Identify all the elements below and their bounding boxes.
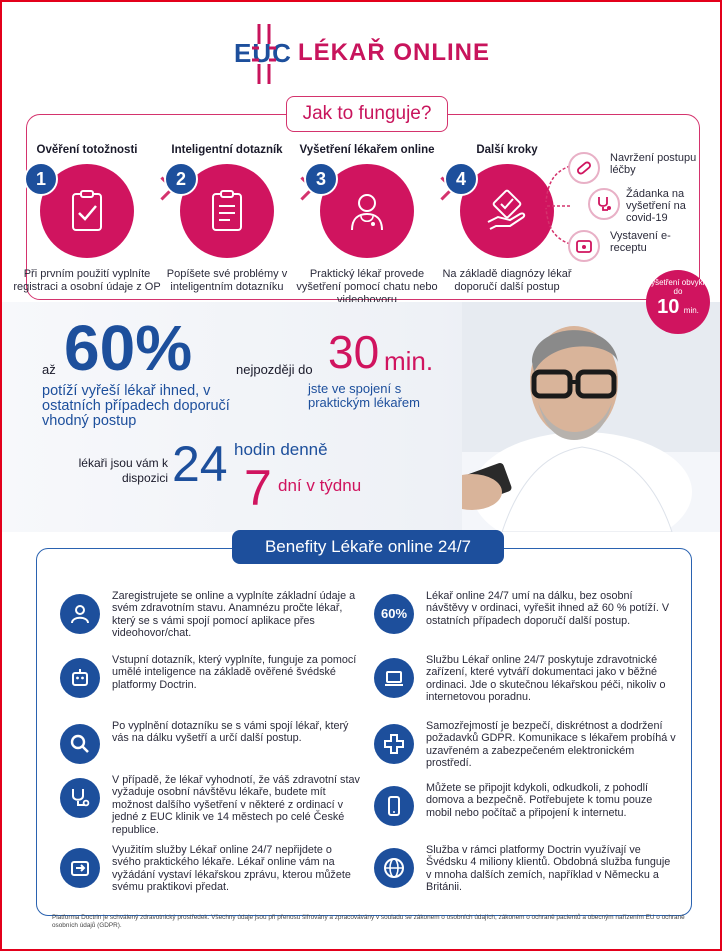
- benefit-item: Vstupní dotazník, který vyplníte, funguj…: [60, 654, 360, 714]
- step-title: Další kroky: [476, 144, 538, 156]
- badge-caption: vyšetření obvykle do: [647, 278, 709, 296]
- step-desc: Při prvním použití vyplníte registraci a…: [13, 268, 161, 293]
- time-badge: vyšetření obvykle do 10 min.: [646, 270, 710, 334]
- logo: EUC LÉKAŘ ONLINE: [234, 24, 504, 84]
- benefit-item: Služba v rámci platformy Doctrin využíva…: [374, 844, 674, 904]
- stat-prefix: až: [42, 362, 56, 377]
- percent-icon: 60%: [374, 594, 414, 634]
- side-dot: [568, 152, 600, 184]
- stat-value: 60%: [64, 312, 193, 384]
- step-title: Ověření totožnosti: [36, 144, 138, 156]
- stat-prefix: lékaři jsou vám k dispozici: [78, 456, 168, 485]
- prescription-icon: [576, 240, 592, 253]
- benefit-text: V případě, že lékař vyhodnotí, že váš zd…: [112, 774, 360, 836]
- benefit-item: Službu Lékař online 24/7 poskytuje zdrav…: [374, 654, 674, 714]
- benefit-icon: [374, 786, 414, 826]
- benefit-icon: [60, 778, 100, 818]
- step-2: Inteligentní dotazník 2 Popíšete své pro…: [152, 144, 302, 294]
- step-3: Vyšetření lékařem online 3 Praktický lék…: [292, 144, 442, 307]
- connector-lines: [545, 165, 571, 245]
- stat-unit: min.: [384, 346, 434, 376]
- how-title: Jak to funguje?: [286, 96, 448, 132]
- step-desc: Na základě diagnózy lékař doporučí další…: [442, 268, 572, 293]
- benefit-text: Využitím služby Lékař online 24/7 nepřij…: [112, 844, 351, 894]
- footnote: Platforma Doctrin je schválený zdravotni…: [52, 914, 685, 929]
- benefit-icon: [60, 724, 100, 764]
- stat-value: 30: [328, 326, 380, 378]
- stethoscope-icon: [598, 197, 611, 211]
- globe-icon: [384, 858, 404, 878]
- benefit-icon: [60, 658, 100, 698]
- hero-section: až 60% potíží vyřeší lékař ihned, v osta…: [2, 302, 720, 532]
- benefit-icon: [374, 658, 414, 698]
- hand-check-icon: [487, 189, 526, 230]
- pills-icon: [577, 161, 591, 175]
- step-title: Inteligentní dotazník: [171, 144, 283, 156]
- step-title: Vyšetření lékařem online: [299, 144, 435, 156]
- logo-cross-icon: [252, 24, 276, 84]
- step-1: Ověření totožnosti 1 Při prvním použití …: [12, 144, 162, 294]
- side-dot: [568, 230, 600, 262]
- benefit-item: Samozřejmostí je bezpečí, diskrétnost a …: [374, 720, 676, 780]
- logo-euc-text: EUC: [234, 38, 292, 68]
- step-desc: Popíšete své problémy v inteligentním do…: [166, 268, 288, 293]
- stat-value-7: 7: [244, 460, 272, 516]
- percent-label: 60%: [380, 606, 408, 621]
- stat-days: dní v týdnu: [278, 476, 362, 495]
- stat-text: jste ve spojení s praktickým lékařem: [308, 381, 420, 410]
- user-icon: [71, 605, 89, 624]
- medical-cross-icon: [384, 734, 404, 754]
- step-number: 4: [444, 162, 478, 196]
- benefit-text: Lékař online 24/7 umí na dálku, bez osob…: [426, 590, 670, 627]
- benefit-text: Můžete se připojit kdykoli, odkudkoli, z…: [426, 782, 653, 819]
- person-with-phone-image: [462, 302, 720, 532]
- badge-number: 10: [657, 296, 680, 318]
- stat-hours: hodin denně: [234, 440, 328, 459]
- phone-icon: [388, 796, 400, 816]
- step-4: Další kroky 4 Na základě diagnózy lékař …: [432, 144, 582, 294]
- laptop-icon: [385, 671, 403, 686]
- benefit-text: Zaregistrujete se online a vyplníte zákl…: [112, 590, 356, 640]
- side-dot: [588, 188, 620, 220]
- stat-text: potíží vyřeší lékař ihned, v ostatních p…: [42, 383, 230, 429]
- benefit-item: Zaregistrujete se online a vyplníte zákl…: [60, 590, 360, 650]
- step-circle: 4: [444, 162, 554, 258]
- benefit-item: Po vyplnění dotazníku se s vámi spojí lé…: [60, 720, 360, 780]
- magnifier-icon: [70, 734, 89, 753]
- step-circle: 1: [24, 162, 134, 258]
- benefit-text: Vstupní dotazník, který vyplníte, funguj…: [112, 654, 357, 691]
- benefit-item: Využitím služby Lékař online 24/7 nepřij…: [60, 844, 360, 904]
- clipboard-check-icon: [72, 190, 102, 231]
- benefit-icon: [374, 848, 414, 888]
- benefit-item: 60% Lékař online 24/7 umí na dálku, bez …: [374, 590, 674, 650]
- step-number: 1: [24, 162, 58, 196]
- stat-prefix: nejpozději do: [236, 362, 313, 377]
- questionnaire-icon: [212, 190, 242, 231]
- benefit-text: Po vyplnění dotazníku se s vámi spojí lé…: [112, 720, 349, 745]
- benefit-text: Služba v rámci platformy Doctrin využíva…: [426, 844, 671, 894]
- benefit-icon: [60, 594, 100, 634]
- stethoscope-icon: [72, 789, 90, 807]
- benefit-icon: [374, 724, 414, 764]
- benefit-item: V případě, že lékař vyhodnotí, že váš zd…: [60, 774, 360, 836]
- benefits-title: Benefity Lékaře online 24/7: [232, 530, 504, 564]
- logo-name: LÉKAŘ ONLINE: [298, 39, 490, 66]
- step-number: 3: [304, 162, 338, 196]
- side-label: Vystavení e-receptu: [610, 230, 671, 254]
- step-circle: 3: [304, 162, 414, 258]
- robot-icon: [72, 669, 88, 686]
- share-icon: [71, 861, 89, 876]
- benefit-text: Službu Lékař online 24/7 poskytuje zdrav…: [426, 654, 666, 704]
- side-label: Navržení postupu léčby: [610, 152, 697, 176]
- side-label: Žádanka na vyšetření na covid-19: [626, 188, 686, 224]
- benefit-icon: [60, 848, 100, 888]
- benefit-item: Můžete se připojit kdykoli, odkudkoli, z…: [374, 782, 674, 842]
- step-number: 2: [164, 162, 198, 196]
- stat-value-24: 24: [172, 436, 228, 492]
- benefit-text: Samozřejmostí je bezpečí, diskrétnost a …: [426, 720, 676, 770]
- doctor-icon: [351, 194, 383, 231]
- badge-unit: min.: [683, 306, 699, 315]
- step-circle: 2: [164, 162, 274, 258]
